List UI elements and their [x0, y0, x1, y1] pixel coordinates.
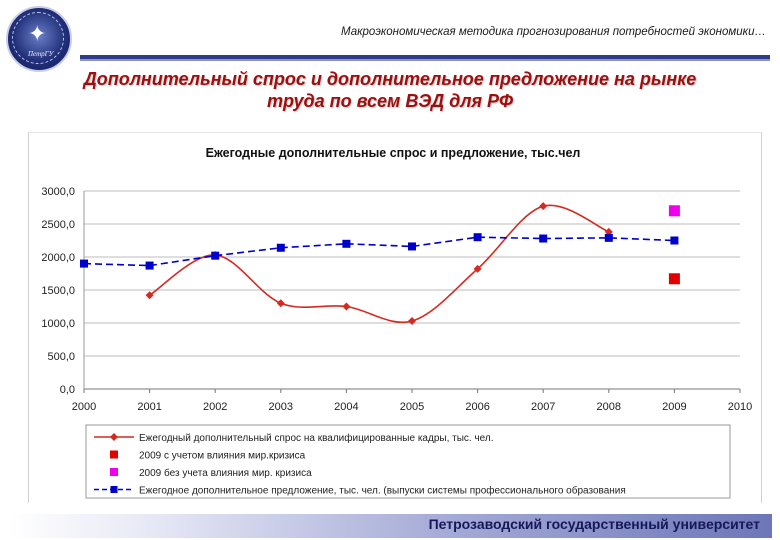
x-tick-label: 2000 — [72, 401, 96, 413]
slide-title-line2: труда по всем ВЭД для РФ — [266, 91, 514, 111]
supply-point — [670, 236, 679, 245]
chart-axes: 0,0 500,0 1000,0 1500,0 2000,0 2500,0 3000,0 20… — [41, 186, 752, 413]
x-tick-label: 2005 — [400, 401, 424, 413]
header-divider-thin — [80, 59, 770, 61]
y-tick-label: 2500,0 — [41, 219, 75, 231]
header-divider — [80, 55, 770, 59]
without_crisis-point — [668, 205, 680, 217]
footer-bar: Петрозаводский государственный университ… — [10, 514, 772, 538]
supply-point — [145, 261, 154, 270]
y-tick-label: 3000,0 — [41, 186, 75, 198]
chart-legend: Ежегодный дополнительный спрос на квалиф… — [85, 424, 731, 499]
demand-point — [473, 264, 482, 273]
x-tick-label: 2002 — [203, 401, 227, 413]
x-tick-label: 2009 — [662, 401, 686, 413]
footer-university: Петрозаводский государственный университ… — [428, 516, 760, 532]
y-tick-label: 1500,0 — [41, 285, 75, 297]
supply-point — [539, 234, 548, 243]
demand-point — [408, 317, 416, 326]
legend-entry: Ежегодный дополнительный спрос на квалиф… — [139, 432, 494, 444]
x-tick-label: 2003 — [269, 401, 293, 413]
y-tick-label: 0,0 — [60, 384, 75, 396]
star-icon: ✦ — [28, 22, 47, 47]
slide-title-line1: Дополнительный спрос и дополнительное пр… — [83, 69, 697, 89]
x-tick-label: 2004 — [334, 401, 358, 413]
supply-point — [276, 243, 285, 252]
y-tick-label: 500,0 — [47, 351, 75, 363]
legend-swatch-marker — [110, 450, 118, 459]
x-tick-label: 2001 — [137, 401, 161, 413]
supply-point — [408, 242, 416, 251]
legend-box — [85, 424, 731, 499]
logo-lettering: ПетрГУ — [28, 50, 54, 58]
x-tick-label: 2007 — [531, 401, 555, 413]
supply-point — [604, 233, 613, 242]
demand-point — [145, 291, 154, 300]
legend-swatch-marker — [110, 486, 118, 493]
y-tick-label: 2000,0 — [41, 252, 75, 264]
supply-point — [342, 239, 351, 248]
supply-point — [473, 233, 482, 242]
presentation-subtitle: Макроэкономическая методика прогнозирова… — [341, 26, 766, 38]
chart-series — [80, 202, 680, 326]
legend-entry: 2009 с учетом влияния мир.кризиса — [139, 451, 306, 462]
y-tick-label: 1000,0 — [41, 318, 75, 330]
legend-entry: 2009 без учета влияния мир. кризиса — [139, 467, 312, 479]
with_crisis-point — [668, 273, 680, 285]
x-tick-label: 2008 — [597, 401, 621, 413]
supply-line — [83, 236, 675, 267]
legend-swatch-marker — [110, 433, 118, 441]
x-tick-label: 2010 — [728, 401, 752, 413]
demand-point — [342, 302, 351, 311]
demand-point — [539, 202, 548, 211]
chart-title: Ежегодные дополнительные спрос и предлож… — [206, 146, 581, 160]
slide-title: Дополнительный спрос и дополнительное пр… — [40, 68, 740, 112]
logo-ring — [12, 12, 64, 64]
university-logo: ✦ ПетрГУ — [6, 6, 72, 72]
demand-line — [149, 204, 610, 324]
x-tick-label: 2006 — [465, 401, 489, 413]
supply-point — [211, 251, 220, 260]
chart-grid — [84, 190, 740, 390]
legend-entry: Ежегодное дополнительное предложение, ты… — [139, 485, 626, 497]
supply-point — [80, 259, 88, 268]
demand-point — [276, 299, 285, 308]
legend-swatch-marker — [110, 468, 118, 476]
